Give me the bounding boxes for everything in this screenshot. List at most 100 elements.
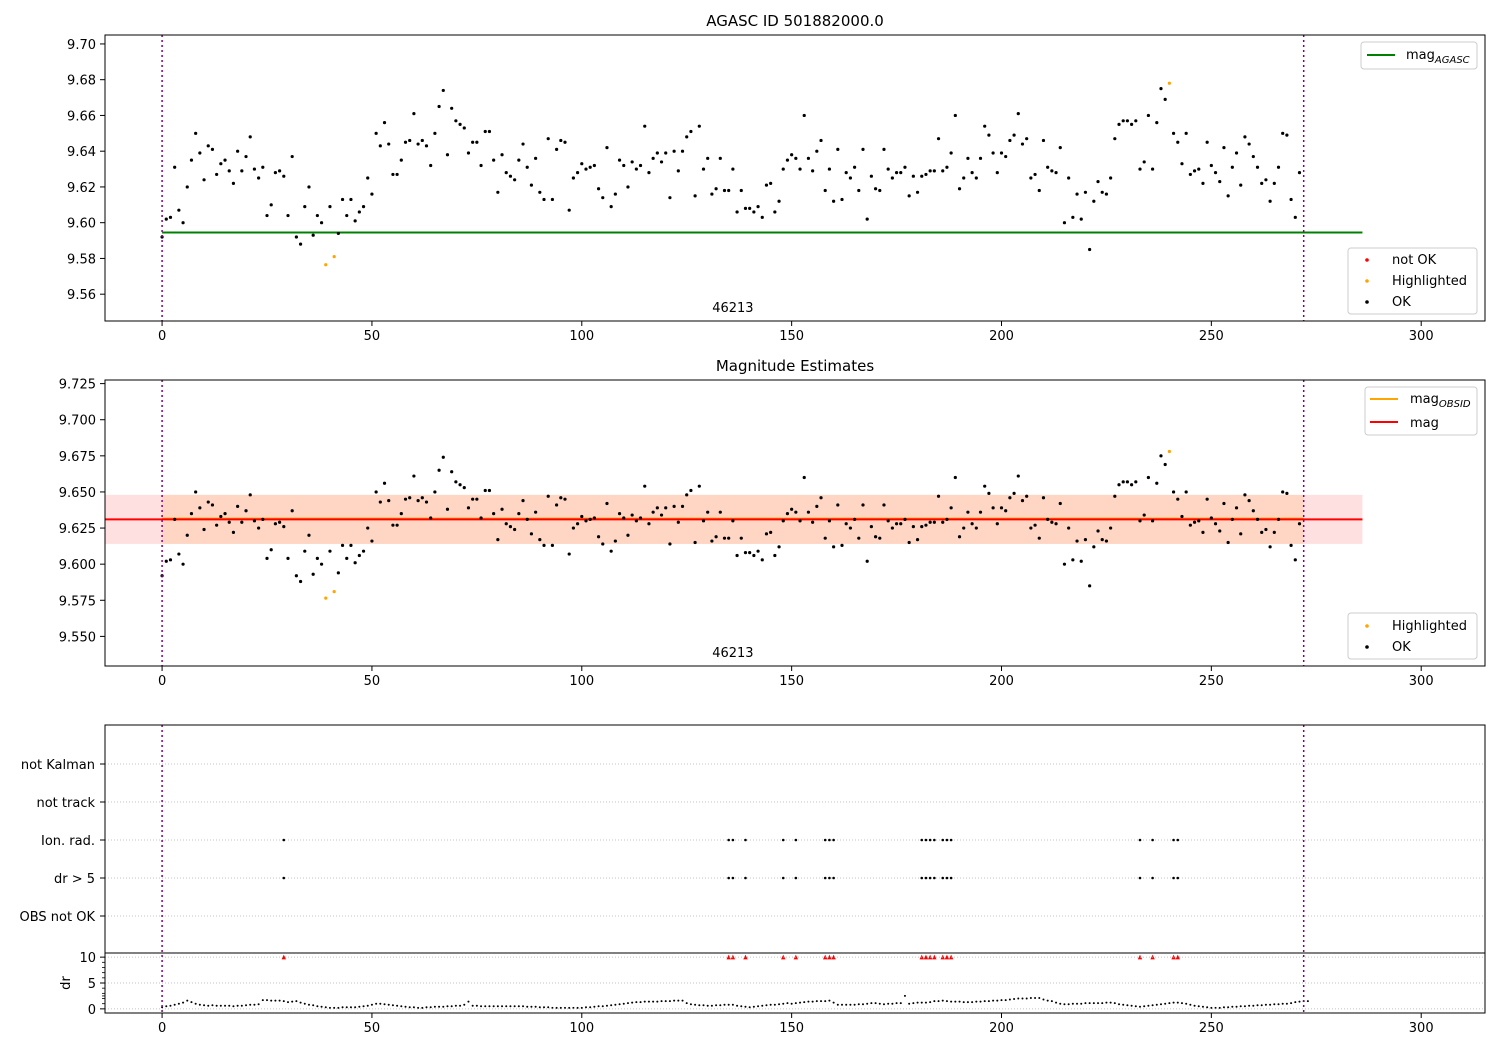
flag-point [1176,876,1180,880]
ok-point [840,543,844,547]
dr-point [673,999,676,1002]
ok-point [1264,527,1268,532]
ok-point [542,543,546,547]
flag-point [282,876,286,880]
dr-point [1197,1005,1200,1008]
ok-point [756,549,760,553]
dr-point [1210,1006,1213,1009]
ok-point [966,510,970,514]
dr-point [211,1004,214,1007]
x-tick-label: 0 [158,1021,166,1036]
dr-point [1126,1004,1129,1007]
panel2-lines [105,517,1363,521]
ok-point [672,504,676,508]
dr-point [1029,997,1032,999]
dr-point [198,1003,201,1006]
flag-point [924,838,928,842]
ok-point [303,205,307,209]
ok-point [177,552,181,556]
ok-point [882,503,886,507]
ok-point [361,205,366,209]
dr-point [362,1005,365,1008]
panel3-frame [104,724,1486,1014]
y-tick-label: 9.725 [59,378,96,393]
dr-point [610,1004,613,1007]
ok-point [1054,171,1058,175]
ok-point [689,488,693,493]
ok-point [869,174,873,178]
dr-point [454,1004,457,1007]
dr-point [358,1005,361,1008]
ok-point [735,210,739,214]
x-tick-label: 200 [989,1021,1014,1036]
dr-point [643,1000,646,1003]
dr-point [916,1001,919,1004]
ok-point [769,530,773,534]
dr-point [1050,1000,1053,1003]
ok-point [227,169,231,173]
ok-point [513,527,517,532]
dr-point [400,1005,403,1008]
dr-point [341,1006,344,1009]
dr-point [1264,1003,1267,1006]
ok-point [273,171,278,175]
ok-point [1180,514,1184,519]
ok-point [1218,179,1222,184]
ok-point [198,151,202,155]
ok-point [210,503,215,507]
ok-point [832,545,836,549]
ok-point [487,129,492,134]
dr-point [975,1000,978,1003]
dr-point [299,1001,302,1004]
ok-point [664,506,668,510]
dr-point [580,1006,583,1009]
dr-point [1134,1005,1137,1008]
y-tick-label: 9.550 [59,630,96,645]
dr-point [471,1004,474,1007]
ok-point [1234,151,1239,155]
dr-point [668,1000,671,1003]
dr-point [1243,1005,1246,1008]
ok-point [1243,493,1247,497]
ok-point [319,221,324,225]
ok-point [517,512,521,516]
ok-point [433,131,437,135]
dr-point [1294,1001,1297,1004]
dr-point [727,1003,730,1006]
ok-point [1109,526,1113,530]
ok-point [924,172,928,177]
ok-point [1033,523,1037,527]
ok-point [957,535,962,539]
ok-point [764,532,769,536]
panel2-x-axis: 0 50 100 150 200 250 300 [158,666,1434,689]
flag-point [945,876,949,880]
ok-point [424,500,429,504]
ok-point [387,499,391,503]
dr-point [945,1000,948,1003]
dr-point [1076,1002,1079,1005]
ok-point [382,481,387,485]
y-tick-label: 9.56 [67,288,96,303]
ok-point [668,196,672,200]
panel2-status-legend: Highlighted OK [1347,612,1478,660]
flag-point [828,876,831,880]
ok-point [273,522,278,526]
panel2-legend-ok-marker [1365,645,1369,649]
ok-point [433,490,437,494]
ok-point [1075,539,1079,543]
x-tick-label: 250 [1199,329,1224,344]
ok-point [357,553,361,558]
y-tick-label: 9.675 [59,450,96,465]
ok-point [647,522,651,526]
ok-point [311,233,315,237]
dr-point [345,1006,348,1009]
dr-point [794,1002,797,1005]
ok-point [286,556,290,560]
dr-point [1164,1002,1167,1005]
dr-point [933,1000,936,1003]
dr-point [1008,998,1011,1001]
dr-point [547,1006,550,1009]
dr-point [853,1003,856,1006]
ok-point [1285,133,1289,137]
flag-point [832,838,835,842]
